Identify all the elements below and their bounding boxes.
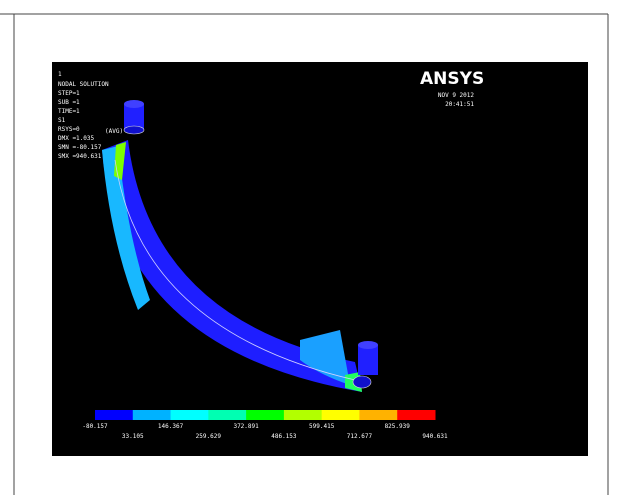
colorbar-segment <box>246 410 284 420</box>
legend-label: 599.415 <box>309 423 335 430</box>
colorbar-segment <box>284 410 322 420</box>
avg-label: (AVG) <box>105 128 123 135</box>
date: NOV 9 2012 <box>438 92 475 99</box>
legend-label: 259.629 <box>196 433 222 440</box>
info-line: NODAL SOLUTION <box>58 81 109 88</box>
colorbar-segment <box>397 410 435 420</box>
legend-label: 712.677 <box>347 433 373 440</box>
legend-label: 33.105 <box>122 433 144 440</box>
plot-number: 1 <box>58 71 62 78</box>
screenshot: 1 (AVG) ANSYS NOV 9 2012 20:41:51 NODAL … <box>0 0 618 495</box>
info-line: S1 <box>58 117 66 124</box>
info-line: STEP=1 <box>58 90 80 97</box>
colorbar-segment <box>208 410 246 420</box>
colorbar-segment <box>359 410 397 420</box>
legend-label: 940.631 <box>422 433 448 440</box>
legend-label: 486.153 <box>271 433 297 440</box>
colorbar-segment <box>171 410 209 420</box>
colorbar-segment <box>95 410 133 420</box>
legend-label: 372.891 <box>233 423 259 430</box>
info-line: SMX =940.631 <box>58 153 102 160</box>
info-line: TIME=1 <box>58 108 80 115</box>
info-line: RSYS=0 <box>58 126 80 133</box>
legend-label: -80.157 <box>82 423 108 430</box>
legend-label: 146.367 <box>158 423 184 430</box>
legend-label: 825.939 <box>385 423 411 430</box>
colorbar-segment <box>133 410 171 420</box>
info-line: DMX =1.035 <box>58 135 95 142</box>
info-line: SMN =-80.157 <box>58 144 102 151</box>
ansys-logo: ANSYS <box>420 69 484 89</box>
page: 1 (AVG) ANSYS NOV 9 2012 20:41:51 NODAL … <box>0 0 618 499</box>
time: 20:41:51 <box>445 101 474 108</box>
colorbar-segment <box>322 410 360 420</box>
info-line: SUB =1 <box>58 99 80 106</box>
